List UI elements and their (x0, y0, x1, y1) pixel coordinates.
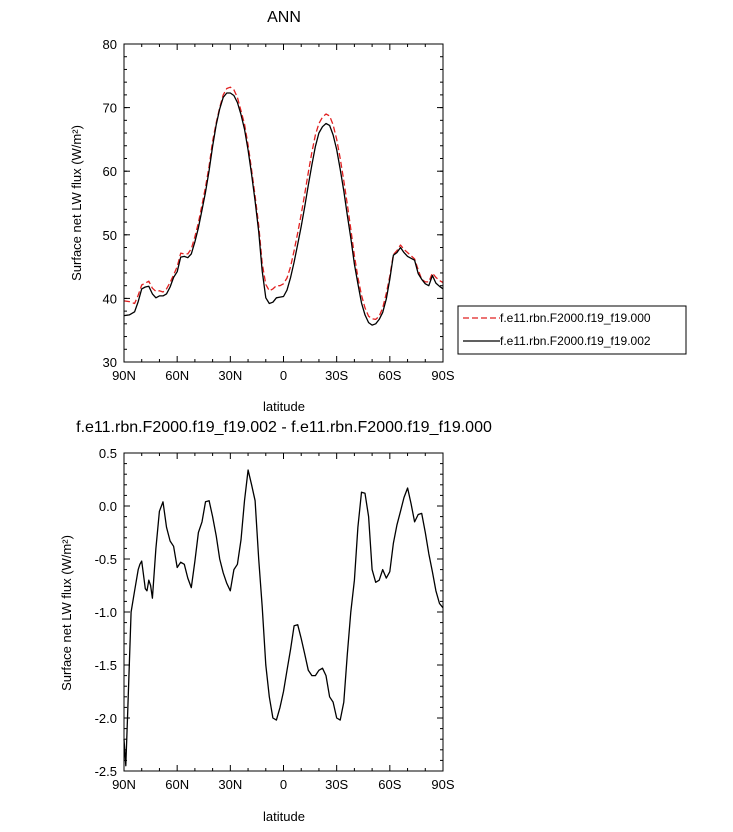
x-tick-label: 90N (112, 368, 136, 383)
x-tick-label: 30S (325, 777, 348, 792)
top-x-axis: 90N 60N 30N 0 30S 60S 90S (112, 44, 455, 383)
top-y-axis-label: Surface net LW flux (W/m²) (69, 125, 84, 281)
top-plot-frame (123, 43, 444, 363)
x-tick-label: 30S (325, 368, 348, 383)
bottom-panel: f.e11.rbn.F2000.f19_f19.002 - f.e11.rbn.… (59, 419, 492, 824)
bottom-chart-title: f.e11.rbn.F2000.f19_f19.002 - f.e11.rbn.… (76, 419, 492, 436)
y-tick-label: 70 (103, 101, 117, 116)
x-tick-label: 60N (165, 777, 189, 792)
x-tick-label: 90S (431, 368, 454, 383)
y-tick-label: -1.0 (95, 605, 117, 620)
y-tick-label: 80 (103, 37, 117, 52)
series-line-1-0 (123, 469, 444, 767)
bottom-x-axis: 90N 60N 30N 0 30S 60S 90S (112, 453, 455, 792)
y-tick-label: -2.0 (95, 711, 117, 726)
y-tick-label: -0.5 (95, 552, 117, 567)
y-tick-label: 60 (103, 164, 117, 179)
x-tick-label: 0 (280, 777, 287, 792)
legend-label-series-002: f.e11.rbn.F2000.f19_f19.002 (500, 334, 651, 348)
top-y-axis: 30 40 50 60 70 80 (103, 37, 443, 370)
x-tick-label: 90N (112, 777, 136, 792)
x-tick-label: 30N (218, 777, 242, 792)
bottom-y-axis: -2.5 -2.0 -1.5 -1.0 -0.5 0.0 0.5 (95, 446, 443, 779)
y-tick-label: 0.0 (99, 499, 117, 514)
series-line-0-0 (123, 86, 444, 321)
x-tick-label: 60S (378, 368, 401, 383)
x-tick-label: 0 (280, 368, 287, 383)
series-line-0-1 (123, 92, 444, 326)
y-tick-label: -2.5 (95, 764, 117, 779)
legend: f.e11.rbn.F2000.f19_f19.000 f.e11.rbn.F2… (457, 305, 687, 355)
top-panel: ANN 90N 60N 30N 0 30S 60S 90S 30 40 50 60 70 80 lat… (69, 9, 455, 414)
bottom-x-axis-label: latitude (263, 809, 305, 824)
bottom-plot-area (123, 469, 444, 767)
x-tick-label: 30N (218, 368, 242, 383)
top-chart-title: ANN (267, 9, 301, 26)
x-tick-label: 60S (378, 777, 401, 792)
x-tick-label: 60N (165, 368, 189, 383)
top-x-axis-label: latitude (263, 399, 305, 414)
y-tick-label: -1.5 (95, 658, 117, 673)
x-tick-label: 90S (431, 777, 454, 792)
bottom-y-axis-label: Surface net LW flux (W/m²) (59, 535, 74, 691)
top-plot-area (123, 86, 444, 326)
y-tick-label: 50 (103, 228, 117, 243)
legend-box (457, 305, 687, 355)
bottom-plot-frame (123, 452, 444, 772)
y-tick-label: 40 (103, 291, 117, 306)
y-tick-label: 30 (103, 355, 117, 370)
legend-label-series-000: f.e11.rbn.F2000.f19_f19.000 (500, 311, 651, 325)
y-tick-label: 0.5 (99, 446, 117, 461)
